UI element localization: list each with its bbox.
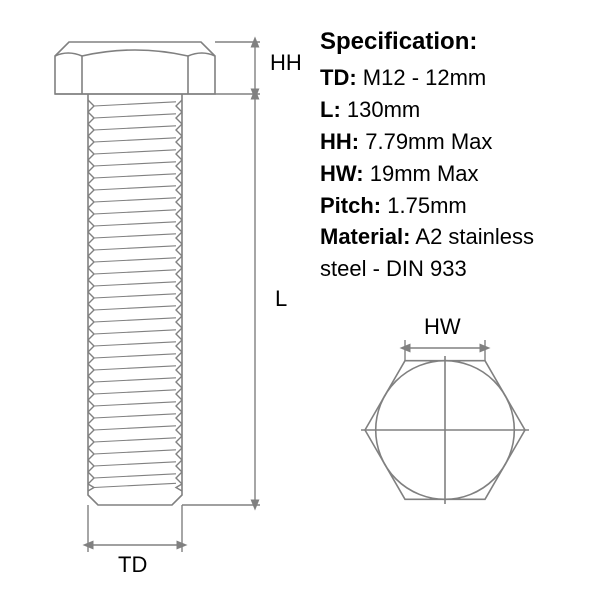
dim-td: [88, 505, 182, 552]
dim-l: [182, 94, 260, 505]
spec-hw: HW: 19mm Max: [320, 158, 580, 190]
spec-material: Material: A2 stainless steel - DIN 933: [320, 221, 580, 285]
spec-hh: HH: 7.79mm Max: [320, 126, 580, 158]
diagram-canvas: HH L TD HW Specification: TD: M12 - 12mm…: [0, 0, 600, 600]
label-hh: HH: [270, 50, 302, 76]
label-td: TD: [118, 552, 147, 578]
label-hw: HW: [424, 314, 461, 340]
spec-l: L: 130mm: [320, 94, 580, 126]
bolt-head: [55, 42, 215, 94]
spec-block: Specification: TD: M12 - 12mm L: 130mm H…: [320, 28, 580, 285]
dim-hh: [215, 42, 260, 94]
spec-title: Specification:: [320, 28, 580, 56]
label-l: L: [275, 286, 287, 312]
bolt-shank: [88, 94, 182, 505]
spec-pitch: Pitch: 1.75mm: [320, 190, 580, 222]
hex-top-view: [361, 356, 529, 504]
spec-td: TD: M12 - 12mm: [320, 62, 580, 94]
